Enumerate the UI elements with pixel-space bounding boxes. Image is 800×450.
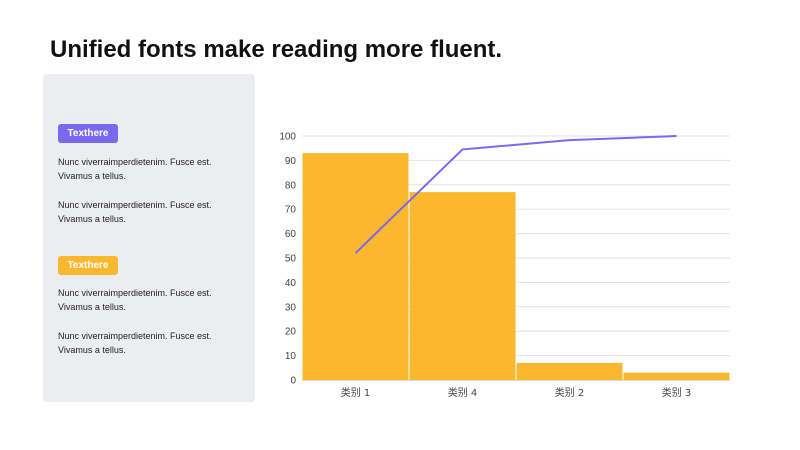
- y-tick-label: 50: [285, 254, 297, 265]
- chart-bars: [302, 153, 730, 380]
- paragraph: Nunc viverraimperdietenim. Fusce est. Vi…: [58, 157, 212, 181]
- y-tick-label: 70: [285, 205, 297, 216]
- y-tick-label: 90: [285, 156, 297, 167]
- badge-purple: Texthere: [58, 124, 118, 143]
- bar: [409, 192, 516, 380]
- x-tick-label: 类别 4: [448, 386, 478, 399]
- y-tick-label: 30: [285, 302, 297, 313]
- y-tick-label: 40: [285, 278, 297, 289]
- y-tick-label: 80: [285, 180, 297, 191]
- x-tick-label: 类别 1: [341, 386, 371, 399]
- y-tick-label: 20: [285, 327, 297, 338]
- text-panel: Texthere Nunc viverraimperdietenim. Fusc…: [43, 74, 255, 402]
- bar: [302, 153, 409, 380]
- bar: [516, 362, 623, 380]
- y-tick-label: 0: [290, 376, 296, 387]
- paragraph: Nunc viverraimperdietenim. Fusce est. Vi…: [58, 288, 212, 312]
- bar: [623, 372, 730, 380]
- x-tick-label: 类别 2: [555, 386, 585, 399]
- slide-title: Unified fonts make reading more fluent.: [50, 36, 503, 63]
- pareto-chart: 0 10 20 30 40 50 60 70 80 90 100 类别 1 类别 4 类别 2 类别 3: [279, 132, 730, 399]
- y-axis-ticks: 0 10 20 30 40 50 60 70 80 90 100: [279, 132, 296, 387]
- chart-line: [354, 135, 677, 254]
- x-tick-label: 类别 3: [662, 386, 692, 399]
- cumulative-line: [354, 135, 677, 254]
- badge-orange: Texthere: [58, 256, 118, 275]
- y-tick-label: 10: [285, 351, 297, 362]
- paragraph: Nunc viverraimperdietenim. Fusce est. Vi…: [58, 200, 212, 224]
- x-axis-ticks: 类别 1 类别 4 类别 2 类别 3: [341, 386, 692, 399]
- paragraph: Nunc viverraimperdietenim. Fusce est. Vi…: [58, 331, 212, 355]
- y-tick-label: 60: [285, 229, 297, 240]
- y-tick-label: 100: [279, 132, 296, 143]
